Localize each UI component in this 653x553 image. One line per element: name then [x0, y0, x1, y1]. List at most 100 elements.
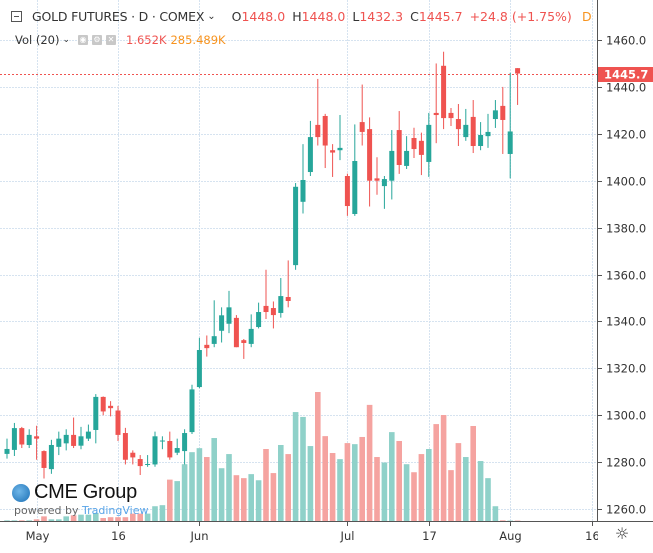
candle-body [270, 308, 276, 316]
low-value: 1432.3 [359, 9, 404, 24]
powered-prefix: powered by [14, 504, 79, 517]
volume-bar [159, 505, 166, 521]
candle [248, 314, 254, 348]
time-axis[interactable]: May 16 Jun Jul 17 Aug 16 [26, 521, 653, 553]
tradingview-link[interactable]: TradingView [82, 504, 149, 517]
candle [396, 111, 402, 174]
change-value: +24.8 (+1.75%) [469, 9, 572, 24]
candle [389, 130, 395, 200]
candle [263, 269, 269, 320]
x-tick-label: 16 [585, 529, 600, 543]
candle [108, 401, 114, 417]
close-icon[interactable]: ✕ [106, 35, 117, 45]
grid-lines [0, 0, 597, 521]
candle [359, 84, 365, 146]
candle [115, 405, 121, 441]
chevron-down-icon[interactable]: ⌄ [62, 35, 71, 45]
candle-body [219, 315, 225, 331]
candle [85, 424, 91, 441]
candle [278, 278, 284, 318]
candle [19, 426, 25, 449]
candle-body [41, 451, 47, 468]
volume-bar [70, 515, 77, 521]
candle [145, 455, 151, 467]
y-tick-label: 1460.0 [606, 34, 646, 48]
candle [196, 337, 202, 389]
candle [56, 431, 62, 456]
volume-bar [359, 436, 365, 521]
volume-bar [477, 461, 484, 521]
y-tick-label: 1280.0 [606, 456, 646, 470]
volume-bar [492, 506, 499, 521]
candle-body [441, 65, 447, 119]
candle [204, 335, 210, 357]
minus-square-icon[interactable] [11, 11, 22, 22]
candle [219, 307, 225, 343]
y-tick-label: 1300.0 [606, 409, 646, 423]
candle [26, 429, 32, 449]
y-tick-label: 1260.0 [606, 503, 646, 517]
candle [307, 120, 313, 177]
volume-bar [33, 519, 40, 521]
volume-bar [26, 520, 32, 521]
eye-icon[interactable]: ◉ [78, 35, 89, 45]
volume-bar [285, 454, 291, 521]
candle [507, 72, 513, 179]
volume-bar [93, 512, 99, 521]
candle [63, 429, 69, 451]
volume-bar [255, 480, 262, 521]
volume-bar [315, 392, 321, 521]
chevron-down-icon[interactable]: ⌄ [207, 11, 216, 22]
candle [337, 115, 343, 161]
volume-bar [122, 517, 129, 521]
price-axis[interactable]: 1460.0 1440.0 1420.0 1400.0 1380.0 1360.0 1340… [597, 34, 646, 517]
candle [100, 396, 106, 416]
candle [485, 113, 491, 148]
volume-bar [167, 479, 173, 521]
symbol-title[interactable]: GOLD FUTURES · D · COMEX [32, 9, 205, 24]
candle-body [174, 448, 180, 453]
volume-bar [241, 478, 247, 521]
volume-bar [181, 464, 188, 521]
x-tick-label: Jun [190, 529, 209, 543]
gear-icon[interactable]: ☼ [614, 524, 630, 543]
candle [381, 176, 387, 209]
candle-body [196, 350, 202, 388]
candle-body [293, 186, 299, 266]
candle-body [315, 124, 321, 138]
candle [374, 157, 380, 195]
volume-bar [344, 443, 351, 521]
candle-body [478, 134, 484, 146]
candle-body [11, 428, 17, 450]
candle-body [26, 434, 32, 445]
volume-label[interactable]: Vol (20) [15, 33, 60, 47]
candle [48, 439, 54, 474]
candle [256, 302, 262, 329]
y-tick-label: 1400.0 [606, 175, 646, 189]
logo-text: CME Group [34, 481, 137, 503]
volume-bar [218, 468, 225, 521]
candle [122, 427, 128, 465]
x-tick-label: May [26, 529, 50, 543]
powered-by[interactable]: powered by TradingView [14, 504, 148, 517]
candle-body [470, 116, 476, 146]
settings-icon[interactable]: ⚙ [92, 35, 103, 45]
volume-bar [278, 444, 284, 521]
candle-body [122, 433, 128, 460]
volume-bar [337, 459, 343, 521]
candle-body [130, 452, 136, 458]
volume-bar [322, 436, 328, 521]
volume-bar [189, 452, 195, 521]
volume-bar [56, 519, 62, 521]
volume-bar [292, 412, 299, 521]
volume-bar [485, 478, 491, 521]
candle [322, 113, 328, 169]
candle [470, 100, 476, 154]
candle [4, 438, 10, 459]
candle-body [159, 440, 165, 442]
candle-body [71, 434, 77, 446]
candle-body [374, 178, 380, 181]
high-value: 1448.0 [301, 9, 346, 24]
volume-bar [366, 404, 373, 521]
